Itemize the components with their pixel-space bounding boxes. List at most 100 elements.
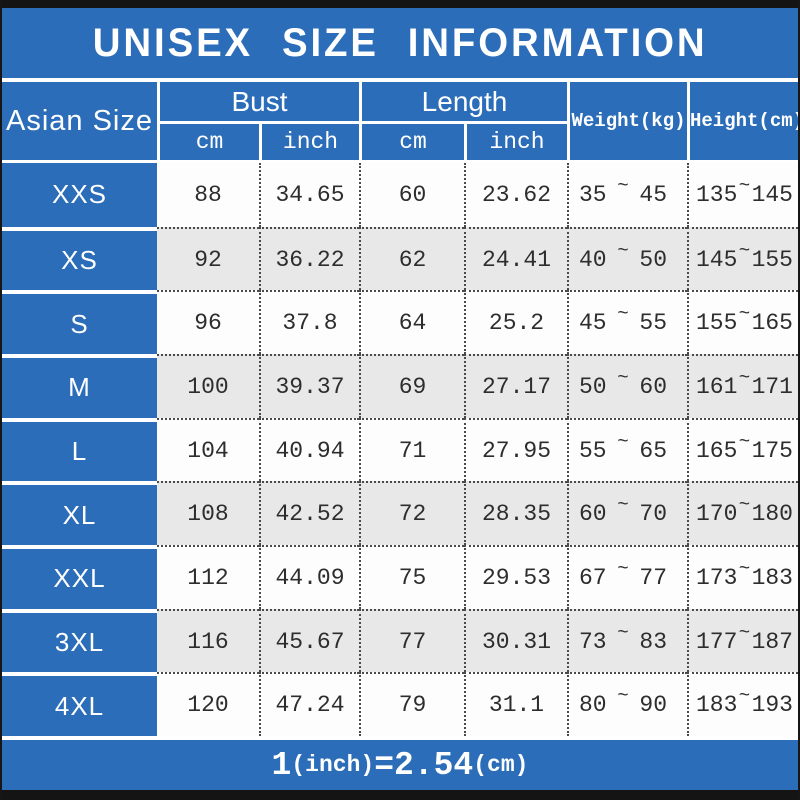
cell-length-cm: 77	[359, 608, 464, 673]
cell-height-range-max: 175	[751, 437, 793, 464]
cell-weight-range-min: 55	[579, 437, 607, 464]
title-separator	[2, 78, 798, 82]
table-row: 3XL 116 45.67 77 30.31 73 ~83 177 ~187	[2, 608, 798, 673]
cell-bust-inch: 36.22	[259, 226, 359, 291]
cell-weight-range-max: 60	[639, 373, 667, 400]
cell-weight-range-min: 73	[579, 628, 607, 655]
cell-length-inch: 30.31	[464, 608, 567, 673]
range-tilde: ~	[738, 430, 751, 453]
cell-height-range-max: 193	[751, 692, 793, 719]
table-header: Asian Size Bust Length Weight(kg) Height…	[2, 82, 798, 160]
cell-height-range-max: 171	[751, 373, 793, 400]
cell-weight-range: 45 ~55	[567, 290, 687, 355]
cell-height-range-max: 145	[751, 181, 793, 208]
cell-weight-range-max: 70	[639, 501, 667, 528]
table-row: XXS 88 34.65 60 23.62 35 ~45 135 ~145	[2, 163, 798, 227]
table-row: L 104 40.94 71 27.95 55 ~65 165 ~175	[2, 417, 798, 482]
table-body: XXS 88 34.65 60 23.62 35 ~45 135 ~145 XS 92 36.22 62…	[2, 163, 798, 737]
column-header-bust: Bust	[157, 82, 359, 121]
range-tilde: ~	[738, 239, 751, 262]
table-row: S 96 37.8 64 25.2 45 ~55 155 ~165	[2, 290, 798, 355]
cell-weight-range-max: 50	[639, 246, 667, 273]
cell-height-range: 145 ~155	[687, 226, 798, 291]
cell-weight-range: 60 ~70	[567, 481, 687, 546]
cell-bust-inch: 40.94	[259, 417, 359, 482]
table-row: XL 108 42.52 72 28.35 60 ~70 170 ~180	[2, 481, 798, 546]
conversion-note-part: =2.54	[374, 746, 474, 784]
subheader-length-cm: cm	[359, 124, 464, 160]
cell-height-range-min: 155	[696, 310, 738, 337]
footer-gap	[2, 736, 798, 740]
range-tilde: ~	[617, 621, 629, 644]
cell-length-inch: 25.2	[464, 290, 567, 355]
cell-height-range-min: 173	[696, 564, 738, 591]
cell-height-range-min: 135	[696, 181, 738, 208]
cell-height-range: 170 ~180	[687, 481, 798, 546]
cell-length-inch: 27.17	[464, 354, 567, 418]
conversion-note-part: 1	[271, 746, 292, 784]
range-tilde: ~	[617, 303, 629, 326]
conversion-note-part: (cm)	[473, 752, 529, 778]
cell-length-inch: 23.62	[464, 163, 567, 227]
cell-weight-range-min: 45	[579, 310, 607, 337]
cell-height-range-min: 145	[696, 246, 738, 273]
column-header-length: Length	[359, 82, 567, 121]
range-tilde: ~	[738, 174, 751, 197]
cell-height-range: 173 ~183	[687, 545, 798, 609]
cell-size-label: XL	[2, 481, 157, 546]
cell-weight-range-min: 40	[579, 246, 607, 273]
cell-height-range: 155 ~165	[687, 290, 798, 355]
cell-height-range: 177 ~187	[687, 608, 798, 673]
cell-height-range-min: 177	[696, 628, 738, 655]
cell-height-range-min: 170	[696, 501, 738, 528]
cell-length-cm: 75	[359, 545, 464, 609]
cell-length-cm: 69	[359, 354, 464, 418]
cell-bust-inch: 45.67	[259, 608, 359, 673]
cell-weight-range: 67 ~77	[567, 545, 687, 609]
range-tilde: ~	[617, 494, 629, 517]
range-tilde: ~	[738, 557, 751, 580]
column-header-weight: Weight(kg)	[567, 82, 687, 160]
cell-weight-range-min: 50	[579, 373, 607, 400]
range-tilde: ~	[617, 430, 629, 453]
cell-length-inch: 27.95	[464, 417, 567, 482]
cell-height-range: 183 ~193	[687, 672, 798, 737]
cell-weight-range: 55 ~65	[567, 417, 687, 482]
top-border	[2, 0, 798, 8]
cell-height-range: 161 ~171	[687, 354, 798, 418]
range-tilde: ~	[617, 239, 629, 262]
cell-weight-range-max: 77	[639, 564, 667, 591]
cell-bust-inch: 47.24	[259, 672, 359, 737]
page-title: UNISEX SIZE INFORMATION	[92, 20, 708, 65]
cell-size-label: XXS	[2, 163, 157, 227]
cell-height-range-max: 187	[751, 628, 793, 655]
cell-bust-cm: 116	[157, 608, 259, 673]
range-tilde: ~	[738, 685, 751, 708]
range-tilde: ~	[617, 685, 629, 708]
cell-size-label: L	[2, 417, 157, 482]
range-tilde: ~	[738, 621, 751, 644]
range-tilde: ~	[617, 366, 629, 389]
column-header-asian-size: Asian Size	[2, 82, 157, 160]
table-row: 4XL 120 47.24 79 31.1 80 ~90 183 ~193	[2, 672, 798, 737]
cell-weight-range: 80 ~90	[567, 672, 687, 737]
cell-weight-range-min: 60	[579, 501, 607, 528]
cell-bust-cm: 88	[157, 163, 259, 227]
table-row: XXL 112 44.09 75 29.53 67 ~77 173 ~183	[2, 545, 798, 609]
subheader-bust-cm: cm	[157, 124, 259, 160]
cell-size-label: 3XL	[2, 608, 157, 673]
cell-weight-range: 50 ~60	[567, 354, 687, 418]
range-tilde: ~	[738, 366, 751, 389]
cell-bust-inch: 42.52	[259, 481, 359, 546]
cell-length-cm: 72	[359, 481, 464, 546]
cell-length-cm: 60	[359, 163, 464, 227]
cell-bust-inch: 39.37	[259, 354, 359, 418]
table-row: XS 92 36.22 62 24.41 40 ~50 145 ~155	[2, 226, 798, 291]
cell-weight-range-min: 35	[579, 181, 607, 208]
cell-size-label: 4XL	[2, 672, 157, 737]
cell-height-range-min: 183	[696, 692, 738, 719]
cell-height-range: 135 ~145	[687, 163, 798, 227]
cell-bust-cm: 96	[157, 290, 259, 355]
cell-weight-range: 73 ~83	[567, 608, 687, 673]
